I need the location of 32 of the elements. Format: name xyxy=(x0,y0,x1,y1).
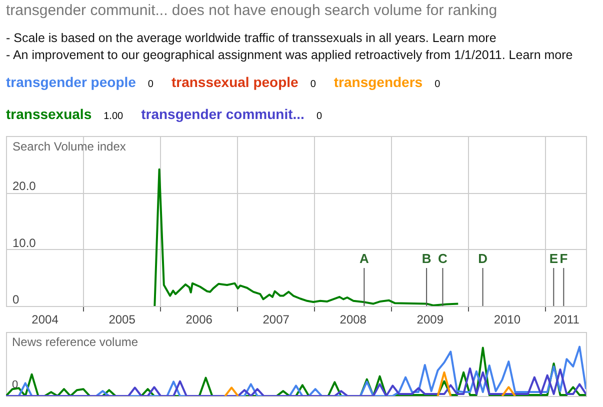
category-label: transsexual people xyxy=(171,74,298,90)
y-tick-label: 10.0 xyxy=(12,236,36,250)
x-tick-label: 2011 xyxy=(554,312,580,326)
ref-line-label: D xyxy=(478,251,488,266)
category-label: transgender people xyxy=(6,74,136,90)
x-tick-label: 2006 xyxy=(186,312,213,326)
ref-line-label: F xyxy=(560,251,568,266)
text: - An improvement to our geographical assignment was applied retroactively from 1/1/2011. Learn more xyxy=(6,48,574,62)
ref-line-label: E xyxy=(549,251,558,266)
category-label: transgender communit... xyxy=(141,106,304,122)
y-tick-label: 20.0 xyxy=(12,179,36,194)
text: 0 xyxy=(316,111,322,122)
text: 0 xyxy=(310,79,316,90)
text: 0 xyxy=(148,79,154,90)
y-axis-title: News reference volume xyxy=(12,335,138,349)
category-label: transgenders xyxy=(334,74,423,90)
x-tick-label: 2008 xyxy=(340,312,367,326)
y-tick-label: 0 xyxy=(12,292,20,306)
x-tick-label: 2010 xyxy=(494,312,521,326)
text: transgender communit... does not have enough search volume for ranking xyxy=(6,2,498,19)
ref-line-label: C xyxy=(438,251,448,266)
y-axis-title: Search Volume index xyxy=(12,140,126,154)
ref-line-label: A xyxy=(359,251,370,266)
x-tick-label: 2007 xyxy=(262,312,290,326)
text: 0 xyxy=(434,79,440,90)
text: - Scale is based on the average worldwide traffic of transsexuals in all years. Learn more xyxy=(6,31,498,45)
ref-line-label: B xyxy=(422,251,432,266)
category-label: transsexuals xyxy=(6,106,92,122)
x-tick-label: 2004 xyxy=(32,312,59,326)
x-tick-label: 2005 xyxy=(108,312,136,326)
x-tick-label: 2009 xyxy=(416,312,444,326)
text: 1.00 xyxy=(104,111,124,122)
